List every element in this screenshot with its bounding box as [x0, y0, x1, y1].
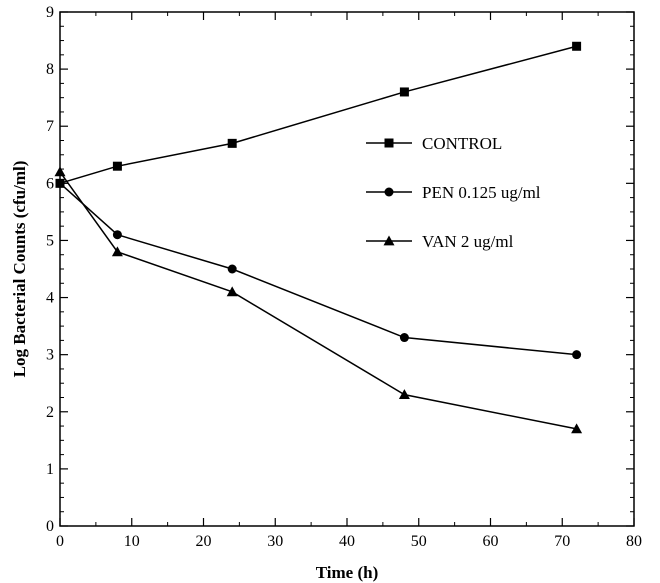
legend-marker: [384, 187, 394, 197]
legend-label: VAN 2 ug/ml: [422, 232, 514, 251]
plot-frame: [59, 11, 635, 527]
x-axis-ticks: 0 10 20 30 40 50 60 70 80: [56, 12, 642, 550]
x-tick-label: 70: [554, 533, 570, 550]
y-tick-label: 5: [46, 232, 54, 249]
y-axis-title: Log Bacterial Counts (cfu/ml): [10, 161, 29, 378]
y-tick-label: 2: [46, 404, 54, 421]
legend-item: VAN 2 ug/ml: [366, 232, 514, 251]
y-tick-label: 9: [46, 4, 54, 21]
data-point: [227, 264, 237, 274]
y-axis-ticks: 0 1 2 3 4 5 6 7 8 9: [46, 4, 634, 535]
data-point: [399, 87, 409, 97]
y-tick-label: 4: [46, 290, 54, 307]
legend-item: CONTROL: [366, 134, 502, 153]
data-point: [571, 423, 583, 434]
data-point: [54, 166, 66, 177]
data-point: [112, 230, 122, 240]
y-tick-label: 3: [46, 347, 54, 364]
data-point: [399, 333, 409, 343]
x-tick-label: 10: [124, 533, 140, 550]
x-tick-label: 40: [339, 533, 355, 550]
data-point: [227, 138, 237, 148]
series-line: [59, 182, 577, 356]
series-line: [59, 171, 577, 430]
legend-label: CONTROL: [422, 134, 502, 153]
x-axis-title: Time (h): [316, 563, 379, 582]
y-tick-label: 0: [46, 518, 54, 535]
y-tick-label: 6: [46, 175, 54, 192]
data-point: [572, 350, 582, 360]
x-tick-label: 60: [483, 533, 499, 550]
legend-marker: [383, 235, 395, 246]
data-point: [226, 286, 238, 297]
y-tick-label: 7: [46, 118, 54, 135]
data-point: [112, 161, 122, 171]
data-point: [55, 178, 65, 188]
x-tick-label: 50: [411, 533, 427, 550]
x-tick-label: 0: [56, 533, 64, 550]
y-tick-label: 8: [46, 61, 54, 78]
data-point: [398, 389, 410, 400]
series-circle: [55, 178, 582, 360]
legend-marker: [384, 138, 394, 148]
series-line: [59, 45, 577, 185]
legend-item: PEN 0.125 ug/ml: [366, 183, 541, 202]
legend-label: PEN 0.125 ug/ml: [422, 183, 541, 202]
data-point: [572, 41, 582, 51]
series-square: [55, 41, 582, 188]
x-tick-label: 20: [196, 533, 212, 550]
series-layer: [54, 41, 583, 434]
series-triangle: [54, 166, 583, 434]
x-tick-label: 80: [626, 533, 642, 550]
x-tick-label: 30: [267, 533, 283, 550]
legend: CONTROL PEN 0.125 ug/ml VAN 2 ug/ml: [366, 134, 541, 251]
y-tick-label: 1: [46, 461, 54, 478]
data-point: [111, 246, 123, 257]
